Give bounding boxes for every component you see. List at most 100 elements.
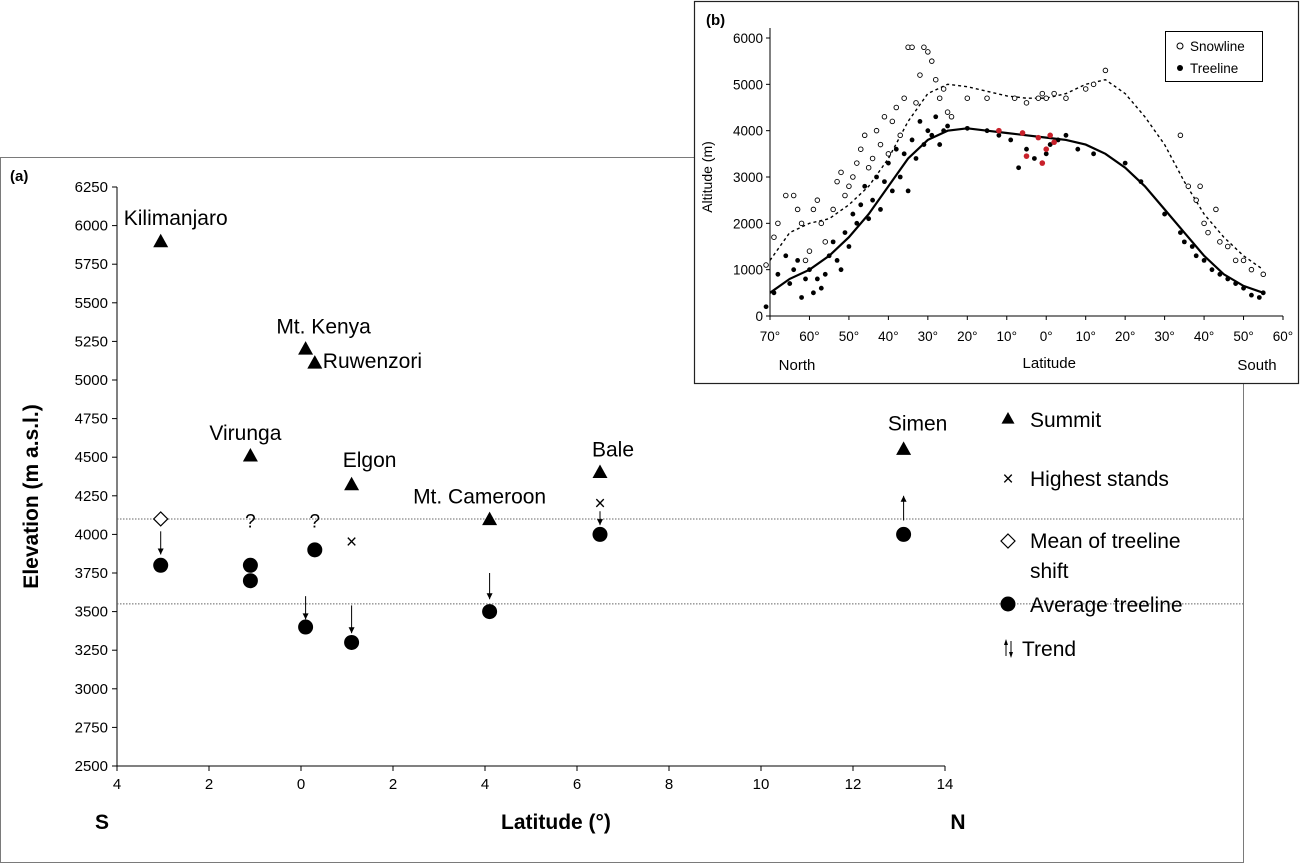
treeline-point bbox=[901, 151, 907, 157]
average-treeline-marker bbox=[298, 619, 314, 635]
highlight-treeline-point bbox=[1043, 146, 1050, 152]
x-tick-label: 4 bbox=[113, 776, 121, 793]
snowline-point bbox=[948, 114, 955, 120]
y-tick-label: 4250 bbox=[75, 488, 108, 505]
summit-marker bbox=[242, 448, 258, 462]
highest-stand-marker: × bbox=[346, 532, 357, 553]
snowline-point bbox=[1051, 90, 1057, 97]
x-axis-title: Latitude (°) bbox=[501, 811, 611, 834]
snowline-point bbox=[1205, 229, 1211, 236]
legend-trend-up-head bbox=[1004, 639, 1008, 645]
treeline-point bbox=[1122, 160, 1128, 166]
x-tick-label: 10 bbox=[753, 776, 770, 793]
snowline-point bbox=[846, 183, 852, 190]
snowline-point bbox=[1039, 90, 1046, 97]
legend-treeline-shift-label-1: Mean of treeline bbox=[1030, 530, 1181, 553]
treeline-point bbox=[1047, 142, 1053, 147]
treeline-point bbox=[1260, 290, 1266, 296]
legend-summit-label: Summit bbox=[1030, 409, 1101, 432]
inset-y-tick-label: 5000 bbox=[733, 77, 763, 92]
snowline-point bbox=[1201, 220, 1207, 227]
trend-arrow-head bbox=[302, 613, 309, 620]
snowline-point bbox=[1185, 183, 1192, 190]
inset-x-tick-label: 0° bbox=[1040, 329, 1053, 344]
snowline-point bbox=[783, 192, 789, 199]
treeline-point bbox=[1138, 179, 1144, 185]
treeline-point bbox=[842, 230, 848, 236]
treeline-point bbox=[822, 271, 828, 277]
average-treeline-marker bbox=[482, 604, 498, 620]
snowline-point bbox=[838, 169, 844, 176]
panel-b-label: (b) bbox=[706, 12, 725, 29]
treeline-curve bbox=[769, 127, 1264, 294]
snowline-point bbox=[936, 95, 943, 101]
highlight-treeline-point bbox=[996, 127, 1002, 134]
treeline-point bbox=[775, 271, 781, 277]
snowline-point bbox=[858, 146, 864, 152]
treeline-point bbox=[1189, 244, 1195, 249]
treeline-point bbox=[858, 202, 864, 208]
y-tick-label: 3750 bbox=[75, 565, 108, 582]
snowline-point bbox=[865, 164, 872, 171]
snowline-point bbox=[850, 174, 856, 180]
treeline-point bbox=[771, 290, 777, 296]
treeline-point bbox=[909, 137, 915, 143]
legend-trend-down-head bbox=[1009, 652, 1013, 658]
snowline-point bbox=[889, 118, 896, 125]
y-tick-label: 6250 bbox=[75, 179, 108, 196]
snowline-point bbox=[917, 72, 923, 78]
y-tick-label: 5750 bbox=[75, 256, 108, 273]
treeline-point bbox=[933, 114, 939, 120]
snowline-point bbox=[1011, 95, 1018, 101]
highlight-treeline-point bbox=[1019, 130, 1026, 136]
treeline-point bbox=[834, 258, 840, 263]
treeline-point bbox=[830, 239, 836, 245]
treeline-point bbox=[838, 267, 844, 273]
snowline-point bbox=[798, 220, 805, 227]
legend-treeline-shift-marker bbox=[1000, 533, 1016, 549]
inset-x-tick-label: 70° bbox=[760, 329, 780, 344]
highlight-treeline-point bbox=[1039, 160, 1046, 166]
snowline-point bbox=[877, 141, 884, 148]
treeline-point bbox=[799, 295, 804, 300]
inset-y-axis-title: Altitude (m) bbox=[699, 141, 715, 213]
snowline-point bbox=[921, 44, 927, 51]
inset-y-tick-label: 0 bbox=[755, 309, 763, 324]
treeline-point bbox=[1181, 239, 1187, 245]
summit-marker bbox=[482, 511, 498, 526]
legend-trend-label: Trend bbox=[1022, 638, 1076, 661]
inset-direction-north: North bbox=[779, 357, 816, 374]
inset-x-tick-label: 20° bbox=[1115, 329, 1135, 344]
treeline-point bbox=[818, 285, 824, 291]
treeline-point bbox=[945, 123, 950, 129]
y-tick-label: 6000 bbox=[75, 218, 108, 235]
trend-arrow-head bbox=[900, 495, 907, 502]
treeline-point bbox=[1249, 292, 1254, 298]
treeline-point bbox=[1256, 295, 1262, 300]
x-direction-south: S bbox=[95, 811, 109, 834]
average-treeline-marker bbox=[307, 542, 323, 558]
treeline-point bbox=[885, 160, 891, 166]
treeline-point bbox=[1162, 211, 1168, 217]
snowline-point bbox=[873, 127, 880, 134]
average-treeline-marker bbox=[153, 557, 169, 573]
inset-direction-south: South bbox=[1237, 357, 1276, 374]
treeline-point bbox=[1016, 165, 1022, 171]
panel-a-plot: 2500 2750 3000 3250 3500 3750 4000 4250 4500 4750… bbox=[20, 179, 1243, 834]
snowline-point bbox=[1260, 271, 1267, 278]
inset-x-tick-label: 30° bbox=[918, 329, 938, 344]
uncertain-marker: ? bbox=[310, 512, 321, 533]
treeline-point bbox=[964, 125, 970, 131]
treeline-point bbox=[1055, 137, 1061, 143]
treeline-point bbox=[866, 216, 872, 222]
treeline-point bbox=[1075, 146, 1081, 152]
inset-x-tick-label: 50° bbox=[1233, 329, 1253, 344]
inset-x-tick-label: 40° bbox=[878, 329, 898, 344]
summit-marker bbox=[592, 464, 608, 479]
snowline-point bbox=[834, 178, 840, 185]
snowline-point bbox=[940, 86, 947, 92]
snowline-point bbox=[830, 206, 836, 213]
treeline-point bbox=[893, 146, 899, 152]
treeline-point bbox=[874, 174, 879, 180]
inset-y-tick-label: 2000 bbox=[733, 216, 763, 231]
